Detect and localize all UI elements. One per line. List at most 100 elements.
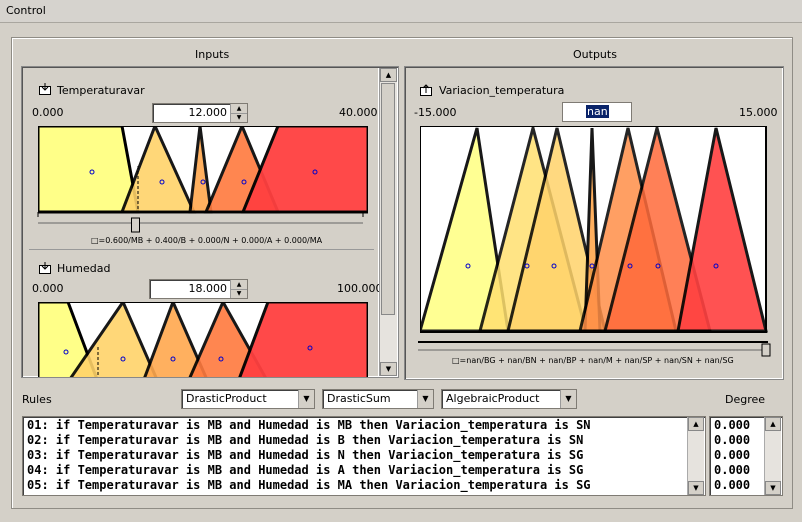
spin-down-button[interactable]: ▼ xyxy=(236,114,242,121)
chevron-down-icon[interactable]: ▼ xyxy=(298,390,314,408)
variacion-mf-plot xyxy=(420,126,768,333)
mf-sn xyxy=(603,126,712,333)
separator xyxy=(29,249,374,250)
output-var-max: 15.000 xyxy=(739,106,778,119)
degree-value: 0.000 xyxy=(714,463,751,477)
degree-label: Degree xyxy=(725,393,766,406)
mf-bp xyxy=(506,127,607,333)
input-value: 12.000 xyxy=(188,106,228,119)
implication-method-value: AlgebraicProduct xyxy=(446,392,540,405)
degree-value: 0.000 xyxy=(714,418,751,432)
scroll-down-button[interactable]: ▼ xyxy=(688,481,704,495)
output-value-field[interactable]: nan xyxy=(562,102,632,122)
mf-ma xyxy=(238,302,368,377)
outputs-panel: Variacion_temperatura -15.000 15.000 nan xyxy=(404,66,784,380)
slider-thumb[interactable] xyxy=(761,343,771,357)
mf-center xyxy=(63,349,69,355)
input-var-name: Temperaturavar xyxy=(57,84,145,97)
slider-thumb[interactable] xyxy=(131,217,140,233)
input-var-min: 0.000 xyxy=(32,106,64,119)
mf-center xyxy=(89,169,95,175)
window-titlebar: Control xyxy=(0,0,802,23)
mf-center xyxy=(312,169,318,175)
mf-center xyxy=(241,179,247,185)
chevron-down-icon[interactable]: ▼ xyxy=(560,390,576,408)
inputs-panel: Temperaturavar 0.000 40.000 12.000 ▲ ▼ xyxy=(21,66,399,378)
temperaturavar-mf-chart xyxy=(38,126,368,214)
degrees-list[interactable]: 0.000 0.000 0.000 0.000 0.000 ▲ ▼ xyxy=(709,416,783,496)
and-method-select[interactable]: DrasticProduct ▼ xyxy=(181,389,315,409)
output-slider[interactable] xyxy=(416,338,776,360)
rules-list[interactable]: 01: if Temperaturavar is MB and Humedad … xyxy=(22,416,706,496)
spin-up-button[interactable]: ▲ xyxy=(231,280,247,290)
rule-line[interactable]: 02: if Temperaturavar is MB and Humedad … xyxy=(27,433,584,447)
and-method-value: DrasticProduct xyxy=(186,392,267,405)
mf-center xyxy=(159,179,165,185)
spin-down-button[interactable]: ▼ xyxy=(236,290,242,297)
mf-center xyxy=(218,356,224,362)
degrees-scrollbar[interactable]: ▲ ▼ xyxy=(764,417,781,495)
mf-center xyxy=(627,263,633,269)
scroll-up-button[interactable]: ▲ xyxy=(765,417,781,431)
rules-label: Rules xyxy=(22,393,52,406)
inputs-scrollbar[interactable]: ▲ ▼ xyxy=(379,68,397,376)
mf-center xyxy=(120,356,126,362)
mf-bg xyxy=(420,127,510,333)
scroll-down-button[interactable]: ▼ xyxy=(765,481,781,495)
rule-line[interactable]: 05: if Temperaturavar is MB and Humedad … xyxy=(27,478,591,492)
mf-center xyxy=(465,263,471,269)
export-icon[interactable] xyxy=(420,84,432,96)
degree-value: 0.000 xyxy=(714,433,751,447)
scroll-up-button[interactable]: ▲ xyxy=(688,417,704,431)
mf-mb xyxy=(38,126,140,214)
spin-up-button[interactable]: ▲ xyxy=(231,104,247,114)
humedad-mf-chart xyxy=(38,302,368,377)
mf-center xyxy=(551,263,557,269)
mf-center xyxy=(655,263,661,269)
input-formula: □=0.600/MB + 0.400/B + 0.000/N + 0.000/A… xyxy=(91,236,323,245)
mf-n xyxy=(143,302,208,377)
input-var-min: 0.000 xyxy=(32,282,64,295)
input-var-max: 100.000 xyxy=(337,282,383,295)
or-method-value: DrasticSum xyxy=(327,392,391,405)
rule-line[interactable]: 01: if Temperaturavar is MB and Humedad … xyxy=(27,418,591,432)
outputs-content: Variacion_temperatura -15.000 15.000 nan xyxy=(406,68,782,378)
or-method-select[interactable]: DrasticSum ▼ xyxy=(322,389,434,409)
humedad-mf-plot xyxy=(38,302,368,377)
implication-method-select[interactable]: AlgebraicProduct ▼ xyxy=(441,389,577,409)
variacion-mf-chart xyxy=(420,126,768,333)
input-value-spinner[interactable]: 18.000 ▲ ▼ xyxy=(149,279,248,299)
output-var-name: Variacion_temperatura xyxy=(439,84,565,97)
mf-center xyxy=(170,356,176,362)
input-slider[interactable] xyxy=(33,208,373,238)
output-formula: □=nan/BG + nan/BN + nan/BP + nan/M + nan… xyxy=(452,356,734,365)
import-icon[interactable] xyxy=(39,262,51,274)
mf-center xyxy=(589,263,595,269)
mf-center xyxy=(524,263,530,269)
input-value: 18.000 xyxy=(188,282,228,295)
rules-scrollbar[interactable]: ▲ ▼ xyxy=(687,417,704,495)
inputs-header: Inputs xyxy=(195,48,230,61)
scroll-up-button[interactable]: ▲ xyxy=(380,68,397,82)
inputs-content: Temperaturavar 0.000 40.000 12.000 ▲ ▼ xyxy=(23,68,383,377)
mf-center xyxy=(307,345,313,351)
scroll-thumb[interactable] xyxy=(381,83,395,315)
mf-center xyxy=(713,263,719,269)
chevron-down-icon[interactable]: ▼ xyxy=(417,390,433,408)
mf-center xyxy=(200,179,206,185)
control-frame xyxy=(11,37,793,509)
import-icon[interactable] xyxy=(39,83,51,95)
mf-mb xyxy=(38,302,98,377)
window-title: Control xyxy=(6,4,46,17)
mf-sg xyxy=(676,127,768,333)
degree-value: 0.000 xyxy=(714,478,751,492)
output-value: nan xyxy=(586,105,609,118)
scroll-down-button[interactable]: ▼ xyxy=(380,362,397,376)
rule-line[interactable]: 03: if Temperaturavar is MB and Humedad … xyxy=(27,448,584,462)
rule-line[interactable]: 04: if Temperaturavar is MB and Humedad … xyxy=(27,463,584,477)
outputs-header: Outputs xyxy=(573,48,617,61)
input-var-max: 40.000 xyxy=(339,106,378,119)
degree-value: 0.000 xyxy=(714,448,751,462)
temperaturavar-mf-plot xyxy=(38,126,368,214)
input-value-spinner[interactable]: 12.000 ▲ ▼ xyxy=(152,103,248,123)
